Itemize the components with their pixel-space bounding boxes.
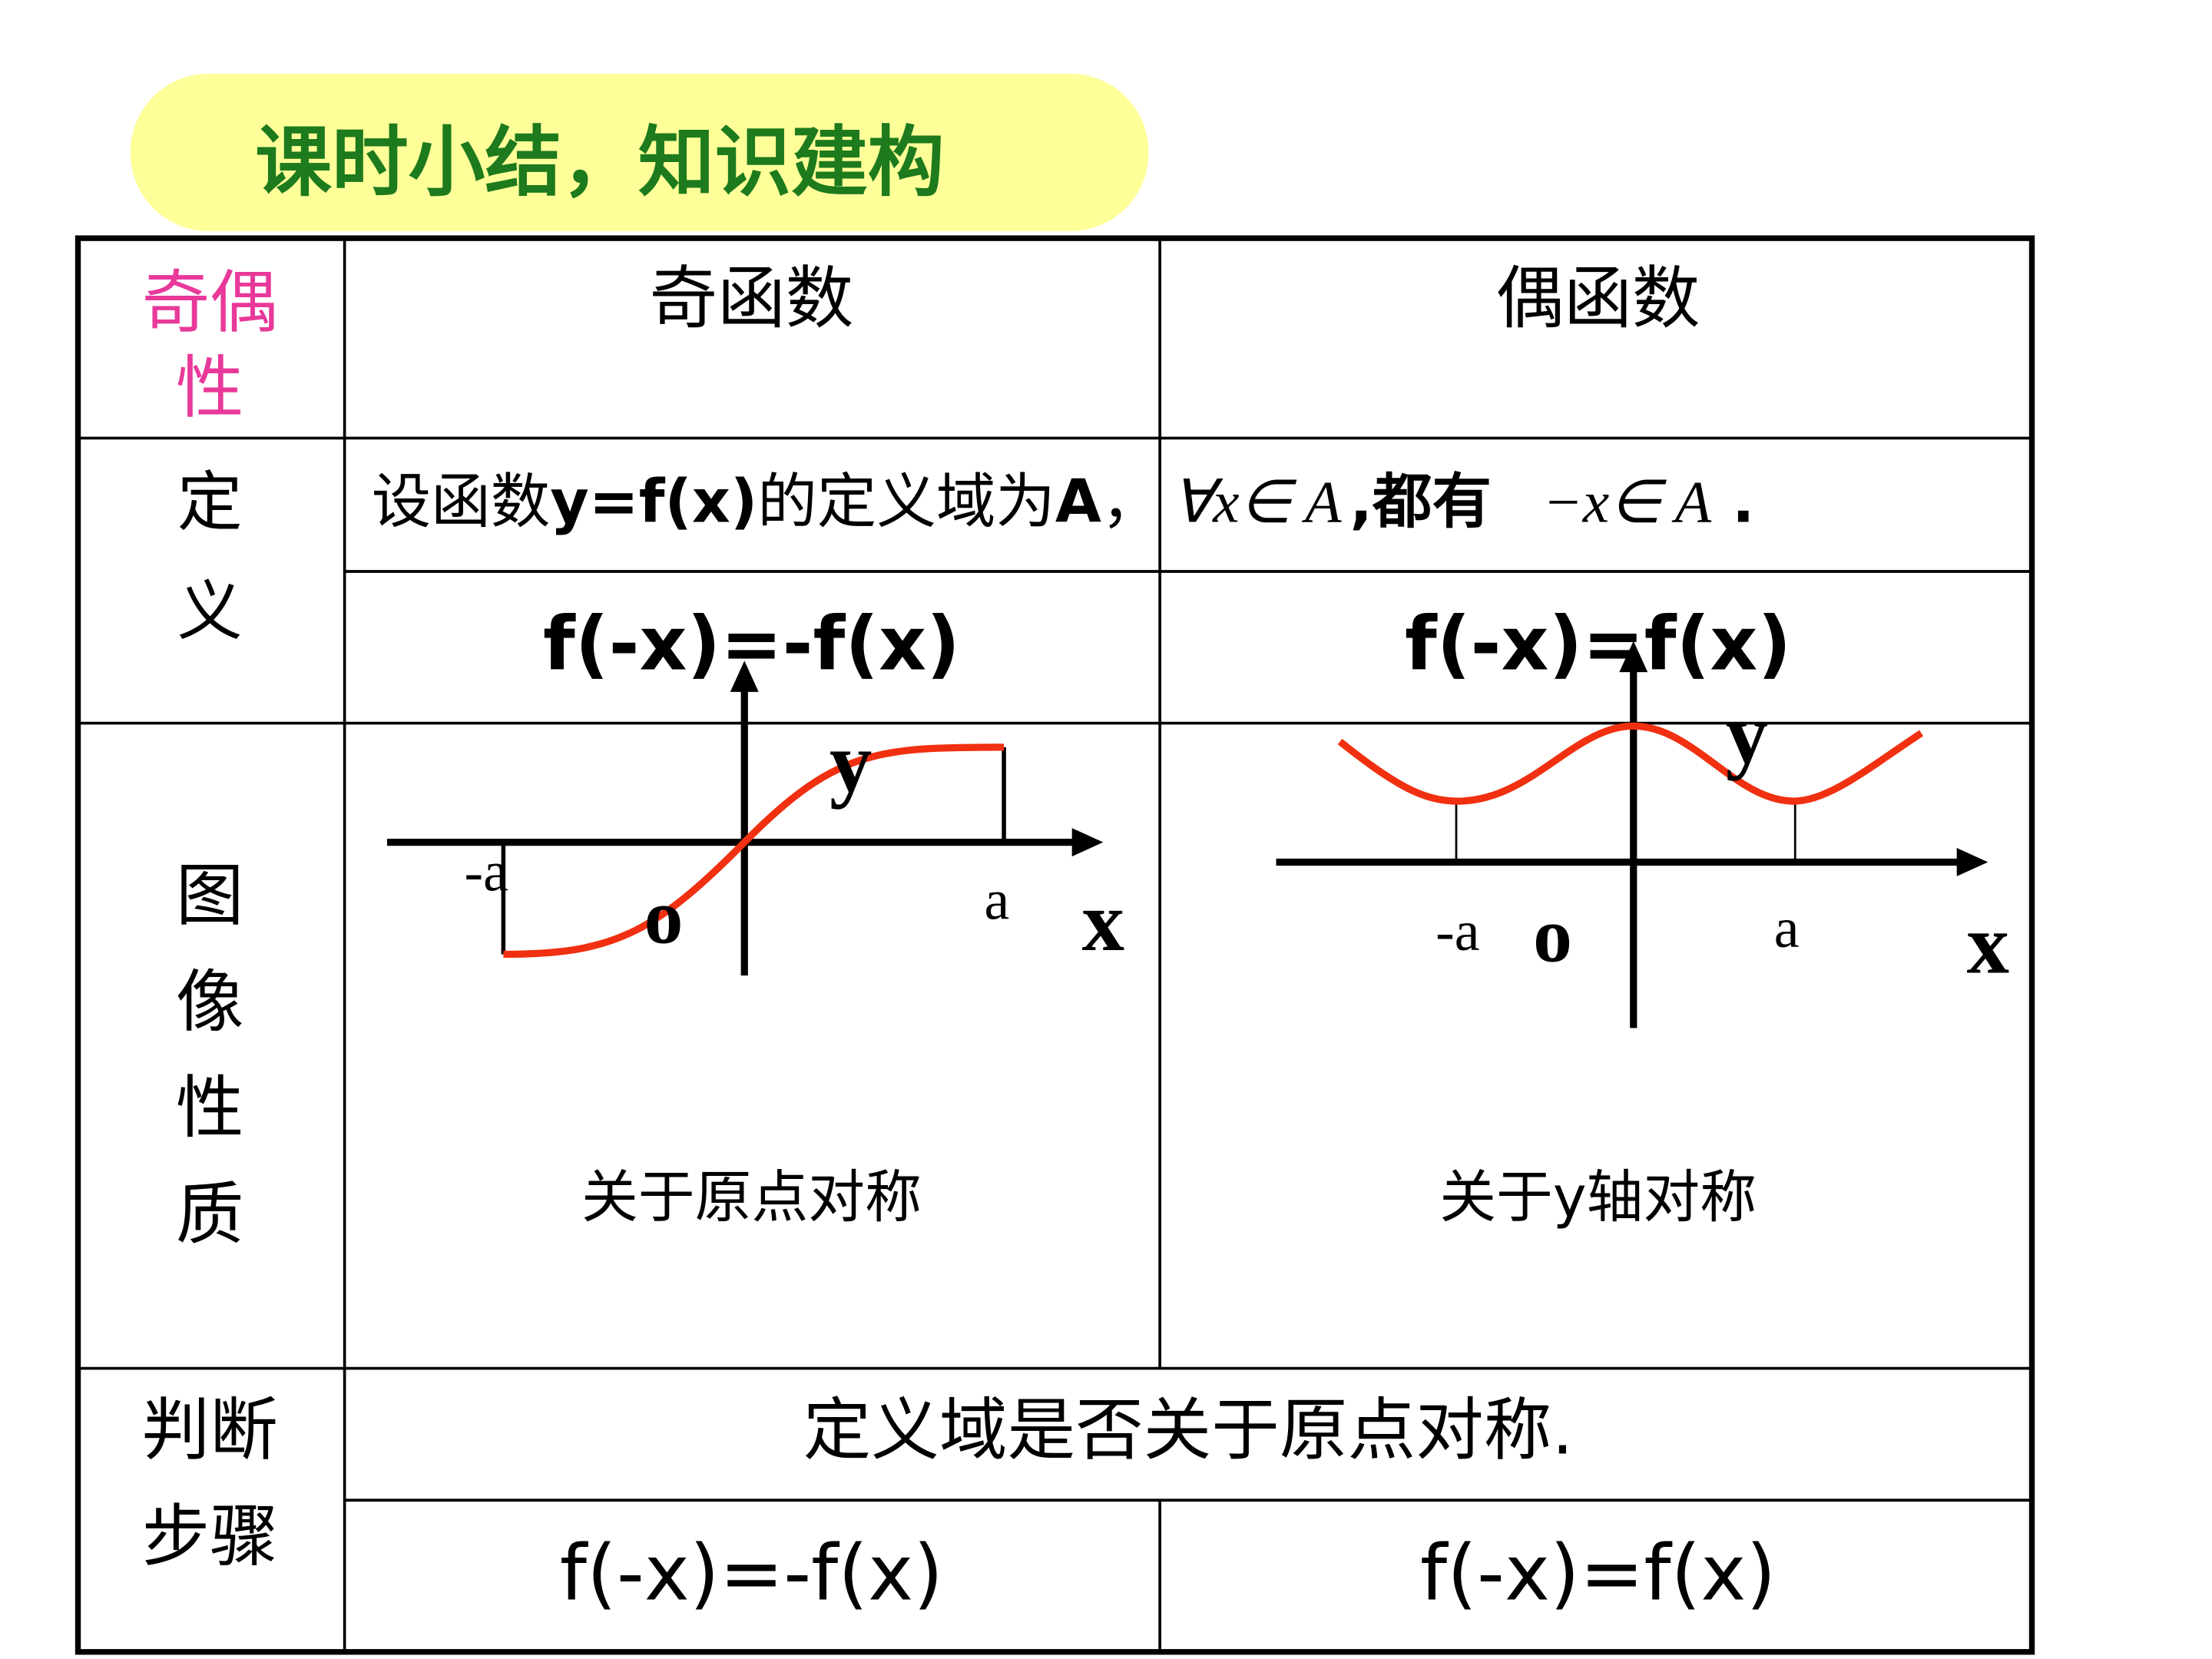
origin-label: o (1533, 892, 1572, 979)
row-label: 图 (176, 856, 244, 935)
text: ,都有 (1350, 467, 1492, 536)
step-text: 定义域是否关于原点对称. (803, 1390, 1574, 1469)
curve (503, 743, 1005, 959)
row-label: 性 (176, 1068, 244, 1147)
math: −x∈ A (1542, 469, 1711, 535)
arrow (730, 661, 759, 692)
caption: 关于原点对称 (581, 1164, 922, 1230)
column-header: 偶函数 (1496, 259, 1700, 338)
even-graph: y -a o a x (1276, 641, 2009, 1028)
row-label: 奇偶 (142, 263, 278, 343)
odd-condition: f(-x)=-f(x) (543, 601, 960, 687)
column-header: 奇函数 (650, 259, 854, 338)
odd-graph: y -a o a x (387, 661, 1124, 976)
tick-label: -a (465, 839, 508, 902)
even-condition: f(-x)=f(x) (1405, 601, 1791, 687)
definition-premise: 设函数y=f(x)的定义域为A， ∀x∈ A ,都有 −x∈ A . (372, 467, 1755, 536)
tick-label: -a (1435, 899, 1479, 962)
text: y=f(x) (550, 467, 757, 536)
text: . (1711, 467, 1754, 536)
step-text: f(-x)=-f(x) (560, 1528, 943, 1618)
caption: 关于y轴对称 (1439, 1164, 1757, 1230)
text: 的定义域为 (757, 467, 1055, 536)
row-label: 性 (176, 348, 244, 427)
axis-label: y (830, 715, 872, 810)
step-text: f(-x)=f(x) (1420, 1528, 1776, 1618)
row-label: 判断 (142, 1390, 278, 1469)
text: ， (1101, 467, 1161, 536)
row-label: 像 (176, 962, 244, 1041)
arrow (1619, 641, 1648, 673)
axis-label: y (1726, 687, 1768, 781)
row-label: 义 (177, 574, 243, 650)
curve (1337, 722, 1924, 805)
arrow (1956, 848, 1988, 876)
row-label: 步骤 (142, 1497, 278, 1576)
tick-label: a (984, 868, 1009, 931)
axis-label: x (1082, 874, 1124, 969)
text: 设函数 (372, 467, 551, 536)
row-label: 定 (177, 465, 243, 541)
axis-label: x (1967, 896, 2009, 991)
arrow (1071, 828, 1104, 857)
table (75, 235, 2035, 1655)
math: ∀x∈ A (1172, 469, 1342, 535)
table-border (75, 235, 2035, 1655)
row-label: 质 (176, 1175, 244, 1254)
title-pill (130, 74, 1149, 231)
title: 课时小结，知识建构 (255, 118, 944, 207)
text: A (1055, 467, 1101, 536)
origin-label: o (644, 874, 684, 960)
tick-label: a (1774, 896, 1800, 959)
